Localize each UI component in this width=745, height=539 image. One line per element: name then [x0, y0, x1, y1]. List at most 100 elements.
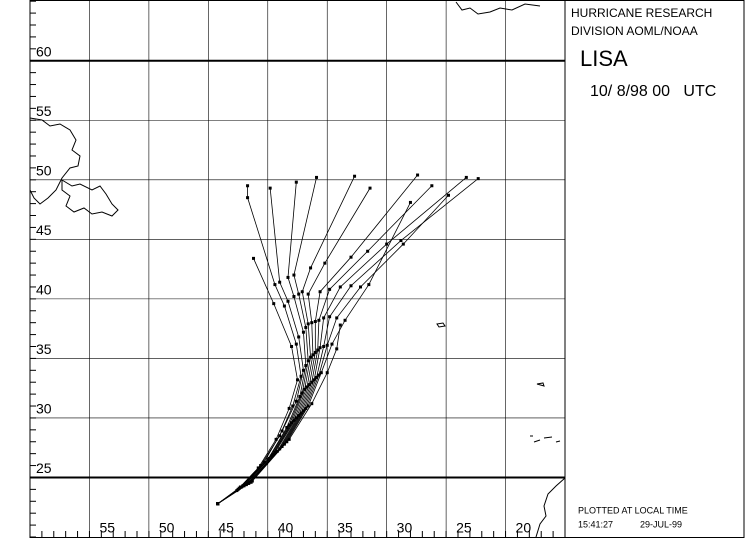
- track-point: [273, 450, 277, 454]
- track-point: [297, 335, 301, 339]
- track-point: [476, 177, 480, 181]
- header-line: DIVISION AOML/NOAA: [571, 24, 698, 38]
- track-point: [278, 280, 282, 284]
- footer-note: PLOTTED AT LOCAL TIME: [578, 505, 688, 515]
- track-point: [464, 175, 468, 179]
- island: [436, 322, 446, 328]
- track-point: [316, 348, 320, 352]
- track-point: [250, 479, 254, 483]
- track-point: [310, 402, 314, 406]
- track-point: [300, 290, 304, 294]
- x-tick-label: 20: [516, 520, 532, 536]
- header-line: HURRICANE RESEARCH: [571, 6, 712, 20]
- track-point: [366, 249, 370, 253]
- track-point: [273, 283, 277, 287]
- track-point: [322, 344, 326, 348]
- track-point: [319, 371, 323, 375]
- track-point: [335, 316, 339, 320]
- track-point: [416, 173, 420, 177]
- track-point: [338, 285, 342, 289]
- track-point: [322, 316, 326, 320]
- track-point: [286, 275, 290, 279]
- track-point: [385, 242, 389, 246]
- x-tick-label: 35: [337, 520, 353, 536]
- track-point: [335, 347, 339, 351]
- track-point: [310, 380, 314, 384]
- track-point: [287, 423, 291, 427]
- track-line: [217, 182, 307, 504]
- track-point: [256, 466, 260, 470]
- track-point: [399, 239, 403, 243]
- y-tick-label: 50: [36, 162, 52, 178]
- track-point: [291, 404, 295, 408]
- track-point: [299, 411, 303, 415]
- track-point: [301, 409, 305, 413]
- track-point: [294, 416, 298, 420]
- track-point: [274, 437, 278, 441]
- track-point: [306, 359, 310, 363]
- x-tick-label: 25: [456, 520, 472, 536]
- track-point: [313, 350, 317, 354]
- track-point: [292, 273, 296, 277]
- track-point: [338, 323, 342, 327]
- track-point: [312, 378, 316, 382]
- track-point: [323, 261, 327, 265]
- track-point: [285, 425, 289, 429]
- track-point: [313, 319, 317, 323]
- track-point: [300, 391, 304, 395]
- coastline: [29, 117, 81, 205]
- y-tick-label: 25: [36, 460, 52, 476]
- track-point: [318, 346, 322, 350]
- track-point: [268, 186, 272, 190]
- track-point: [301, 330, 305, 334]
- track-point: [325, 371, 329, 375]
- track-point: [306, 404, 310, 408]
- track-point: [292, 294, 296, 298]
- track-point: [294, 180, 298, 184]
- track-line: [217, 177, 467, 504]
- track-point: [307, 383, 311, 387]
- track-point: [306, 292, 310, 296]
- track-point: [317, 318, 321, 322]
- track-point: [246, 196, 250, 200]
- track-point: [430, 184, 434, 188]
- track-point: [298, 394, 302, 398]
- track-point: [280, 429, 284, 433]
- y-tick-label: 60: [36, 43, 52, 59]
- track-point: [303, 387, 307, 391]
- track-point: [401, 242, 405, 246]
- coastline: [535, 477, 566, 538]
- island: [536, 382, 545, 387]
- track-point: [328, 315, 332, 319]
- track-point: [315, 375, 319, 379]
- footer-date: 29-JUL-99: [640, 519, 682, 529]
- track-point: [294, 342, 298, 346]
- track-point: [349, 255, 353, 259]
- track-point: [216, 502, 220, 506]
- track-point: [286, 299, 290, 303]
- info-panel: [564, 0, 745, 538]
- y-tick-label: 35: [36, 341, 52, 357]
- coastline: [455, 1, 541, 15]
- track-point: [287, 437, 291, 441]
- coastlines: [29, 1, 566, 538]
- track-point: [367, 283, 371, 287]
- footer-time: 15:41:27: [578, 519, 613, 529]
- track-point: [252, 256, 256, 260]
- track-point: [299, 374, 303, 378]
- track-point: [315, 175, 319, 179]
- track-point: [272, 302, 276, 306]
- track-point: [246, 184, 250, 188]
- track-point: [290, 421, 294, 425]
- track-point: [446, 193, 450, 197]
- x-tick-label: 45: [218, 520, 234, 536]
- track-point: [330, 342, 334, 346]
- y-tick-label: 40: [36, 282, 52, 298]
- track-point: [282, 304, 286, 308]
- track-point: [287, 406, 291, 410]
- track-point: [235, 489, 239, 493]
- track-point: [294, 399, 298, 403]
- y-tick-label: 45: [36, 222, 52, 238]
- track-point: [349, 284, 353, 288]
- track-line: [217, 195, 449, 504]
